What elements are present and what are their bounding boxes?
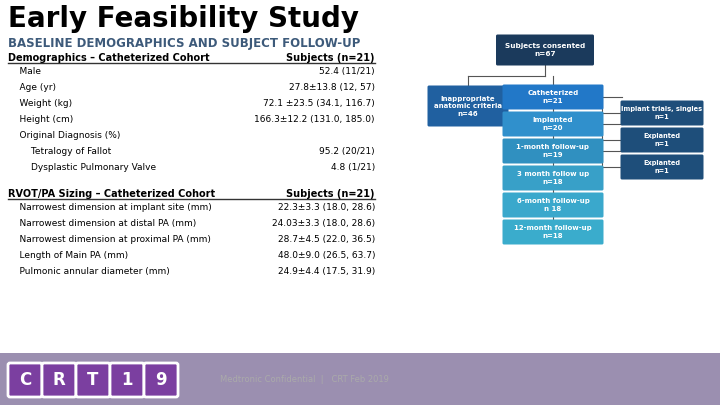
Text: RVOT/PA Sizing – Catheterized Cohort: RVOT/PA Sizing – Catheterized Cohort bbox=[8, 189, 215, 199]
Text: 72.1 ±23.5 (34.1, 116.7): 72.1 ±23.5 (34.1, 116.7) bbox=[264, 99, 375, 108]
Text: Subjects consented
n=67: Subjects consented n=67 bbox=[505, 43, 585, 57]
Text: 12-month follow-up
n=18: 12-month follow-up n=18 bbox=[514, 225, 592, 239]
Text: Length of Main PA (mm): Length of Main PA (mm) bbox=[8, 251, 128, 260]
Text: Demographics – Catheterized Cohort: Demographics – Catheterized Cohort bbox=[8, 53, 210, 63]
Text: 52.4 (11/21): 52.4 (11/21) bbox=[320, 67, 375, 76]
Text: 27.8±13.8 (12, 57): 27.8±13.8 (12, 57) bbox=[289, 83, 375, 92]
Text: 3 month follow up
n=18: 3 month follow up n=18 bbox=[517, 171, 589, 185]
Text: R: R bbox=[53, 371, 66, 389]
Text: C: C bbox=[19, 371, 31, 389]
Text: 22.3±3.3 (18.0, 28.6): 22.3±3.3 (18.0, 28.6) bbox=[278, 203, 375, 212]
FancyBboxPatch shape bbox=[76, 363, 110, 397]
Text: Narrowest dimension at distal PA (mm): Narrowest dimension at distal PA (mm) bbox=[8, 219, 197, 228]
Text: 1: 1 bbox=[121, 371, 132, 389]
Text: 1-month follow-up
n=19: 1-month follow-up n=19 bbox=[516, 144, 590, 158]
FancyBboxPatch shape bbox=[621, 128, 703, 153]
Text: 24.9±4.4 (17.5, 31.9): 24.9±4.4 (17.5, 31.9) bbox=[278, 267, 375, 276]
Text: Original Diagnosis (%): Original Diagnosis (%) bbox=[8, 131, 120, 140]
Text: Medtronic Confidential  |   CRT Feb 2019: Medtronic Confidential | CRT Feb 2019 bbox=[220, 375, 389, 384]
FancyBboxPatch shape bbox=[503, 192, 603, 217]
Text: Subjects (n=21): Subjects (n=21) bbox=[287, 53, 375, 63]
FancyBboxPatch shape bbox=[503, 111, 603, 136]
Text: 95.2 (20/21): 95.2 (20/21) bbox=[320, 147, 375, 156]
Text: 48.0±9.0 (26.5, 63.7): 48.0±9.0 (26.5, 63.7) bbox=[277, 251, 375, 260]
Text: Early Feasibility Study: Early Feasibility Study bbox=[8, 5, 359, 33]
Text: BASELINE DEMOGRAPHICS AND SUBJECT FOLLOW-UP: BASELINE DEMOGRAPHICS AND SUBJECT FOLLOW… bbox=[8, 37, 361, 50]
Text: Pulmonic annular diameter (mm): Pulmonic annular diameter (mm) bbox=[8, 267, 170, 276]
FancyBboxPatch shape bbox=[503, 139, 603, 164]
Text: Implanted
n=20: Implanted n=20 bbox=[533, 117, 573, 131]
Text: Weight (kg): Weight (kg) bbox=[8, 99, 72, 108]
Text: Catheterized
n=21: Catheterized n=21 bbox=[527, 90, 579, 104]
FancyBboxPatch shape bbox=[496, 34, 594, 66]
Text: Height (cm): Height (cm) bbox=[8, 115, 73, 124]
Text: Implant trials, singles
n=1: Implant trials, singles n=1 bbox=[621, 106, 703, 120]
Text: Dysplastic Pulmonary Valve: Dysplastic Pulmonary Valve bbox=[8, 163, 156, 172]
FancyBboxPatch shape bbox=[621, 100, 703, 126]
Text: 4.8 (1/21): 4.8 (1/21) bbox=[330, 163, 375, 172]
Text: 6-month follow-up
n 18: 6-month follow-up n 18 bbox=[516, 198, 590, 212]
FancyBboxPatch shape bbox=[110, 363, 144, 397]
FancyBboxPatch shape bbox=[503, 166, 603, 190]
FancyBboxPatch shape bbox=[144, 363, 178, 397]
Text: Subjects (n=21): Subjects (n=21) bbox=[287, 189, 375, 199]
Text: Age (yr): Age (yr) bbox=[8, 83, 56, 92]
Bar bbox=[0, 353, 720, 405]
Text: Narrowest dimension at proximal PA (mm): Narrowest dimension at proximal PA (mm) bbox=[8, 235, 211, 244]
Text: 9: 9 bbox=[156, 371, 167, 389]
Text: Inappropriate
anatomic criteria
n=46: Inappropriate anatomic criteria n=46 bbox=[434, 96, 502, 117]
Text: Male: Male bbox=[8, 67, 41, 76]
Text: 28.7±4.5 (22.0, 36.5): 28.7±4.5 (22.0, 36.5) bbox=[278, 235, 375, 244]
FancyBboxPatch shape bbox=[503, 85, 603, 109]
FancyBboxPatch shape bbox=[503, 220, 603, 245]
Text: 24.03±3.3 (18.0, 28.6): 24.03±3.3 (18.0, 28.6) bbox=[272, 219, 375, 228]
Text: Explanted
n=1: Explanted n=1 bbox=[644, 133, 680, 147]
FancyBboxPatch shape bbox=[621, 154, 703, 179]
FancyBboxPatch shape bbox=[8, 363, 42, 397]
Text: T: T bbox=[87, 371, 99, 389]
FancyBboxPatch shape bbox=[42, 363, 76, 397]
Text: Tetralogy of Fallot: Tetralogy of Fallot bbox=[8, 147, 112, 156]
FancyBboxPatch shape bbox=[428, 85, 508, 126]
Text: Explanted
n=1: Explanted n=1 bbox=[644, 160, 680, 174]
Text: Narrowest dimension at implant site (mm): Narrowest dimension at implant site (mm) bbox=[8, 203, 212, 212]
Text: 166.3±12.2 (131.0, 185.0): 166.3±12.2 (131.0, 185.0) bbox=[254, 115, 375, 124]
